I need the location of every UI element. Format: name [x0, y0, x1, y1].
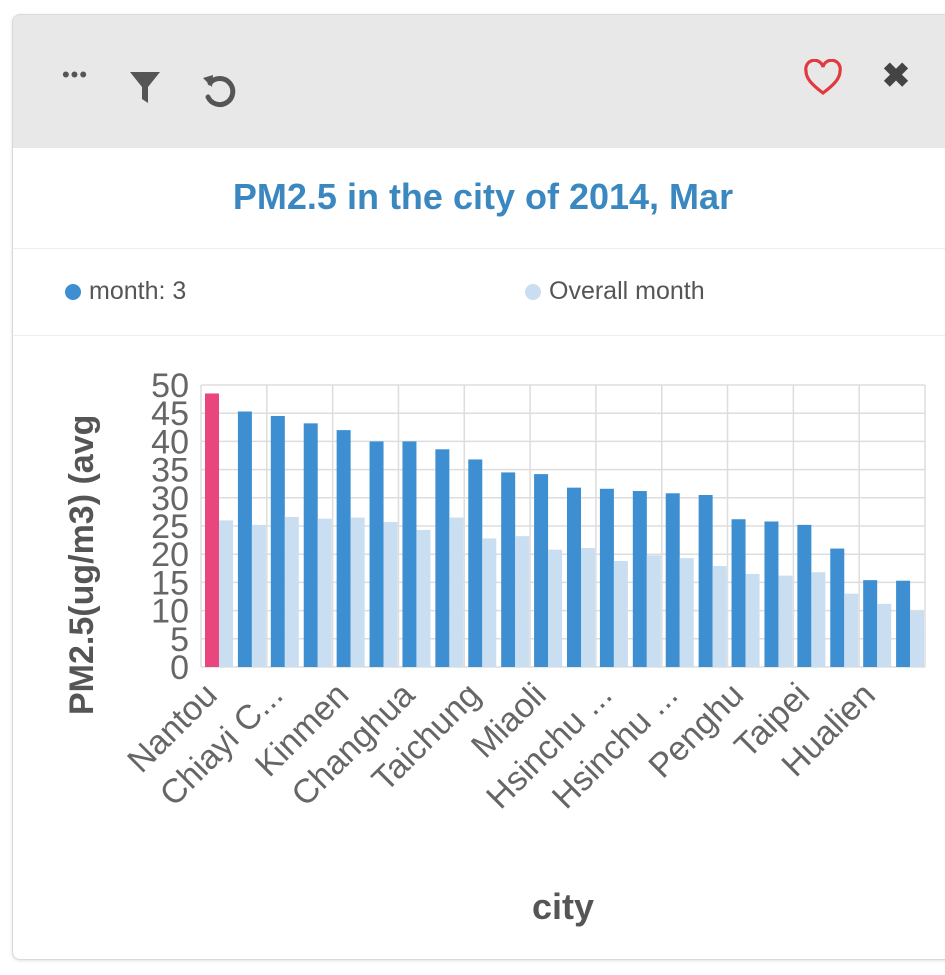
- chart-card: ••• ✖ PM2.5 in the city of 2014, Mar: [12, 14, 945, 960]
- bar-month-3: [435, 449, 449, 667]
- bar-month-3: [699, 495, 713, 667]
- bar-overall-month: [811, 572, 825, 667]
- bar-overall-month: [416, 530, 430, 667]
- bar-month-3: [534, 474, 548, 667]
- bar-month-3: [666, 493, 680, 667]
- bar-overall-month: [844, 594, 858, 667]
- bar-overall-month: [877, 604, 891, 667]
- bar-month-3: [863, 580, 877, 667]
- bar-overall-month: [647, 555, 661, 667]
- bar-month-3: [732, 519, 746, 667]
- bar-month-3: [633, 491, 647, 667]
- bar-overall-month: [680, 558, 694, 667]
- bar-overall-month: [318, 519, 332, 667]
- bar-overall-month: [614, 561, 628, 667]
- bar-overall-month: [713, 566, 727, 667]
- bar-month-3: [402, 441, 416, 667]
- x-axis-title: city: [532, 886, 594, 927]
- bar-overall-month: [778, 576, 792, 667]
- bar-overall-month: [746, 574, 760, 667]
- bar-overall-month: [482, 538, 496, 667]
- bar-overall-month: [285, 517, 299, 667]
- bar-month-3: [600, 489, 614, 667]
- bar-month-3: [896, 581, 910, 667]
- bar-month-3: [764, 521, 778, 667]
- bar-month-3: [238, 412, 252, 667]
- bar-month-3: [337, 430, 351, 667]
- bar-month-3: [567, 488, 581, 667]
- bar-month-3: [304, 423, 318, 667]
- bar-overall-month: [449, 518, 463, 667]
- bar-month-3: [797, 525, 811, 667]
- bar-overall-month: [252, 525, 266, 667]
- y-tick-label: 50: [151, 367, 189, 405]
- bar-overall-month: [548, 550, 562, 667]
- bar-month-3: [830, 549, 844, 667]
- bar-overall-month: [219, 520, 233, 667]
- bar-month-3: [370, 441, 384, 667]
- bar-overall-month: [515, 536, 529, 667]
- bar-overall-month: [351, 518, 365, 667]
- bar-month-3: [271, 416, 285, 667]
- y-axis-title: PM2.5(ug/m3) (avg: [63, 415, 101, 715]
- bar-overall-month: [910, 611, 924, 667]
- bar-month-3: [501, 472, 515, 667]
- bar-month-3: [468, 459, 482, 667]
- bar-month-3: [205, 393, 219, 667]
- bar-overall-month: [581, 548, 595, 667]
- bar-overall-month: [384, 522, 398, 667]
